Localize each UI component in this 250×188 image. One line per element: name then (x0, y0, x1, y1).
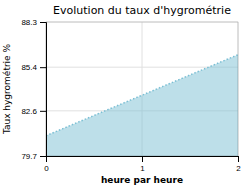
plot: 0 1 2 79.7 82.6 85.4 88.3 (21, 18, 241, 173)
x-axis: 0 1 2 (44, 156, 241, 173)
axis-line (40, 23, 47, 157)
grid (46, 22, 238, 156)
tick-mark (40, 111, 46, 112)
tick-label: 0 (44, 164, 49, 173)
tick-label: 1 (140, 164, 145, 173)
tick: 1 (140, 156, 145, 173)
tick-mark (238, 156, 239, 162)
tick-mark (40, 67, 46, 68)
tick-label: 2 (236, 164, 241, 173)
tick: 0 (44, 156, 49, 173)
tick-mark (40, 22, 46, 23)
line (46, 55, 238, 136)
tick: 88.3 (21, 18, 46, 27)
tick-label: 79.7 (21, 152, 37, 161)
tick-label: 88.3 (21, 18, 37, 27)
tick: 85.4 (21, 63, 46, 72)
tick: 2 (236, 156, 241, 173)
tick-mark (40, 156, 46, 157)
marks (46, 55, 238, 156)
tick-mark (142, 156, 143, 162)
area (46, 55, 238, 156)
tick-label: 82.6 (21, 107, 37, 116)
tick: 82.6 (21, 107, 46, 116)
y-axis-title: Taux hygrométrie % (2, 43, 12, 135)
tick: 79.7 (21, 152, 46, 161)
chart: 0 1 2 79.7 82.6 85.4 88.3 Evolution du taux d'h… (0, 0, 250, 188)
y-axis: 79.7 82.6 85.4 88.3 (21, 18, 46, 161)
axis-line (47, 157, 239, 163)
tick-label: 85.4 (21, 63, 37, 72)
title: Evolution du taux d'hygrométrie (53, 4, 231, 17)
x-axis-title: heure par heure (101, 175, 183, 185)
frame (46, 22, 238, 156)
